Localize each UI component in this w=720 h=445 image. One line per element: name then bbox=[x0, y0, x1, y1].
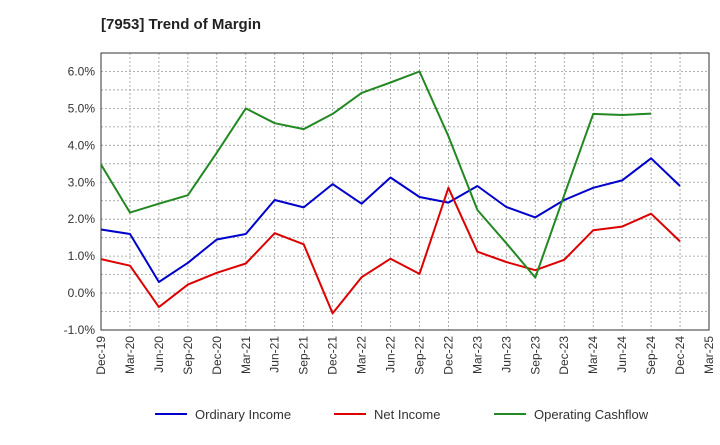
legend-label-ordinary-income: Ordinary Income bbox=[195, 407, 291, 422]
x-tick-label: Sep-20 bbox=[181, 336, 195, 375]
plot-border bbox=[100, 52, 710, 331]
y-tick-label: 6.0% bbox=[68, 64, 96, 78]
series-line-operating-cashflow bbox=[100, 70, 652, 279]
x-tick-label: Jun-22 bbox=[384, 336, 398, 373]
x-tick-label: Dec-23 bbox=[557, 336, 571, 375]
x-tick-label: Jun-21 bbox=[268, 336, 282, 373]
x-tick-label: Mar-22 bbox=[355, 336, 369, 374]
x-tick-label: Mar-21 bbox=[239, 336, 253, 374]
series-line-net-income bbox=[100, 186, 681, 315]
y-tick-label: 3.0% bbox=[68, 175, 96, 189]
y-tick-label: 5.0% bbox=[68, 101, 96, 115]
x-tick-label: Mar-24 bbox=[586, 336, 600, 374]
x-tick-label: Jun-23 bbox=[499, 336, 513, 373]
x-tick-label: Sep-22 bbox=[412, 336, 426, 375]
x-tick-label: Sep-23 bbox=[528, 336, 542, 375]
x-tick-label: Dec-22 bbox=[441, 336, 455, 375]
y-tick-label: 1.0% bbox=[68, 249, 96, 263]
chart-title: [7953] Trend of Margin bbox=[101, 16, 262, 33]
plot-area bbox=[101, 53, 709, 330]
x-tick-label: Dec-19 bbox=[94, 336, 108, 375]
x-tick-label: Mar-20 bbox=[123, 336, 137, 374]
x-tick-label: Sep-24 bbox=[644, 336, 658, 375]
y-tick-label: 4.0% bbox=[68, 138, 96, 152]
x-tick-label: Dec-20 bbox=[210, 336, 224, 375]
legend-label-operating-cashflow: Operating Cashflow bbox=[534, 407, 649, 422]
y-tick-label: -1.0% bbox=[64, 323, 96, 337]
x-tick-label: Sep-21 bbox=[297, 336, 311, 375]
x-tick-label: Dec-24 bbox=[673, 336, 687, 375]
x-tick-label: Jun-20 bbox=[152, 336, 166, 373]
x-tick-label: Jun-24 bbox=[615, 336, 629, 373]
x-tick-label: Dec-21 bbox=[326, 336, 340, 375]
y-tick-label: 0.0% bbox=[68, 286, 96, 300]
x-tick-label: Mar-23 bbox=[470, 336, 484, 374]
legend-label-net-income: Net Income bbox=[374, 407, 440, 422]
y-tick-label: 2.0% bbox=[68, 212, 96, 226]
series-line-ordinary-income bbox=[100, 157, 681, 283]
x-tick-label: Mar-25 bbox=[702, 336, 716, 374]
